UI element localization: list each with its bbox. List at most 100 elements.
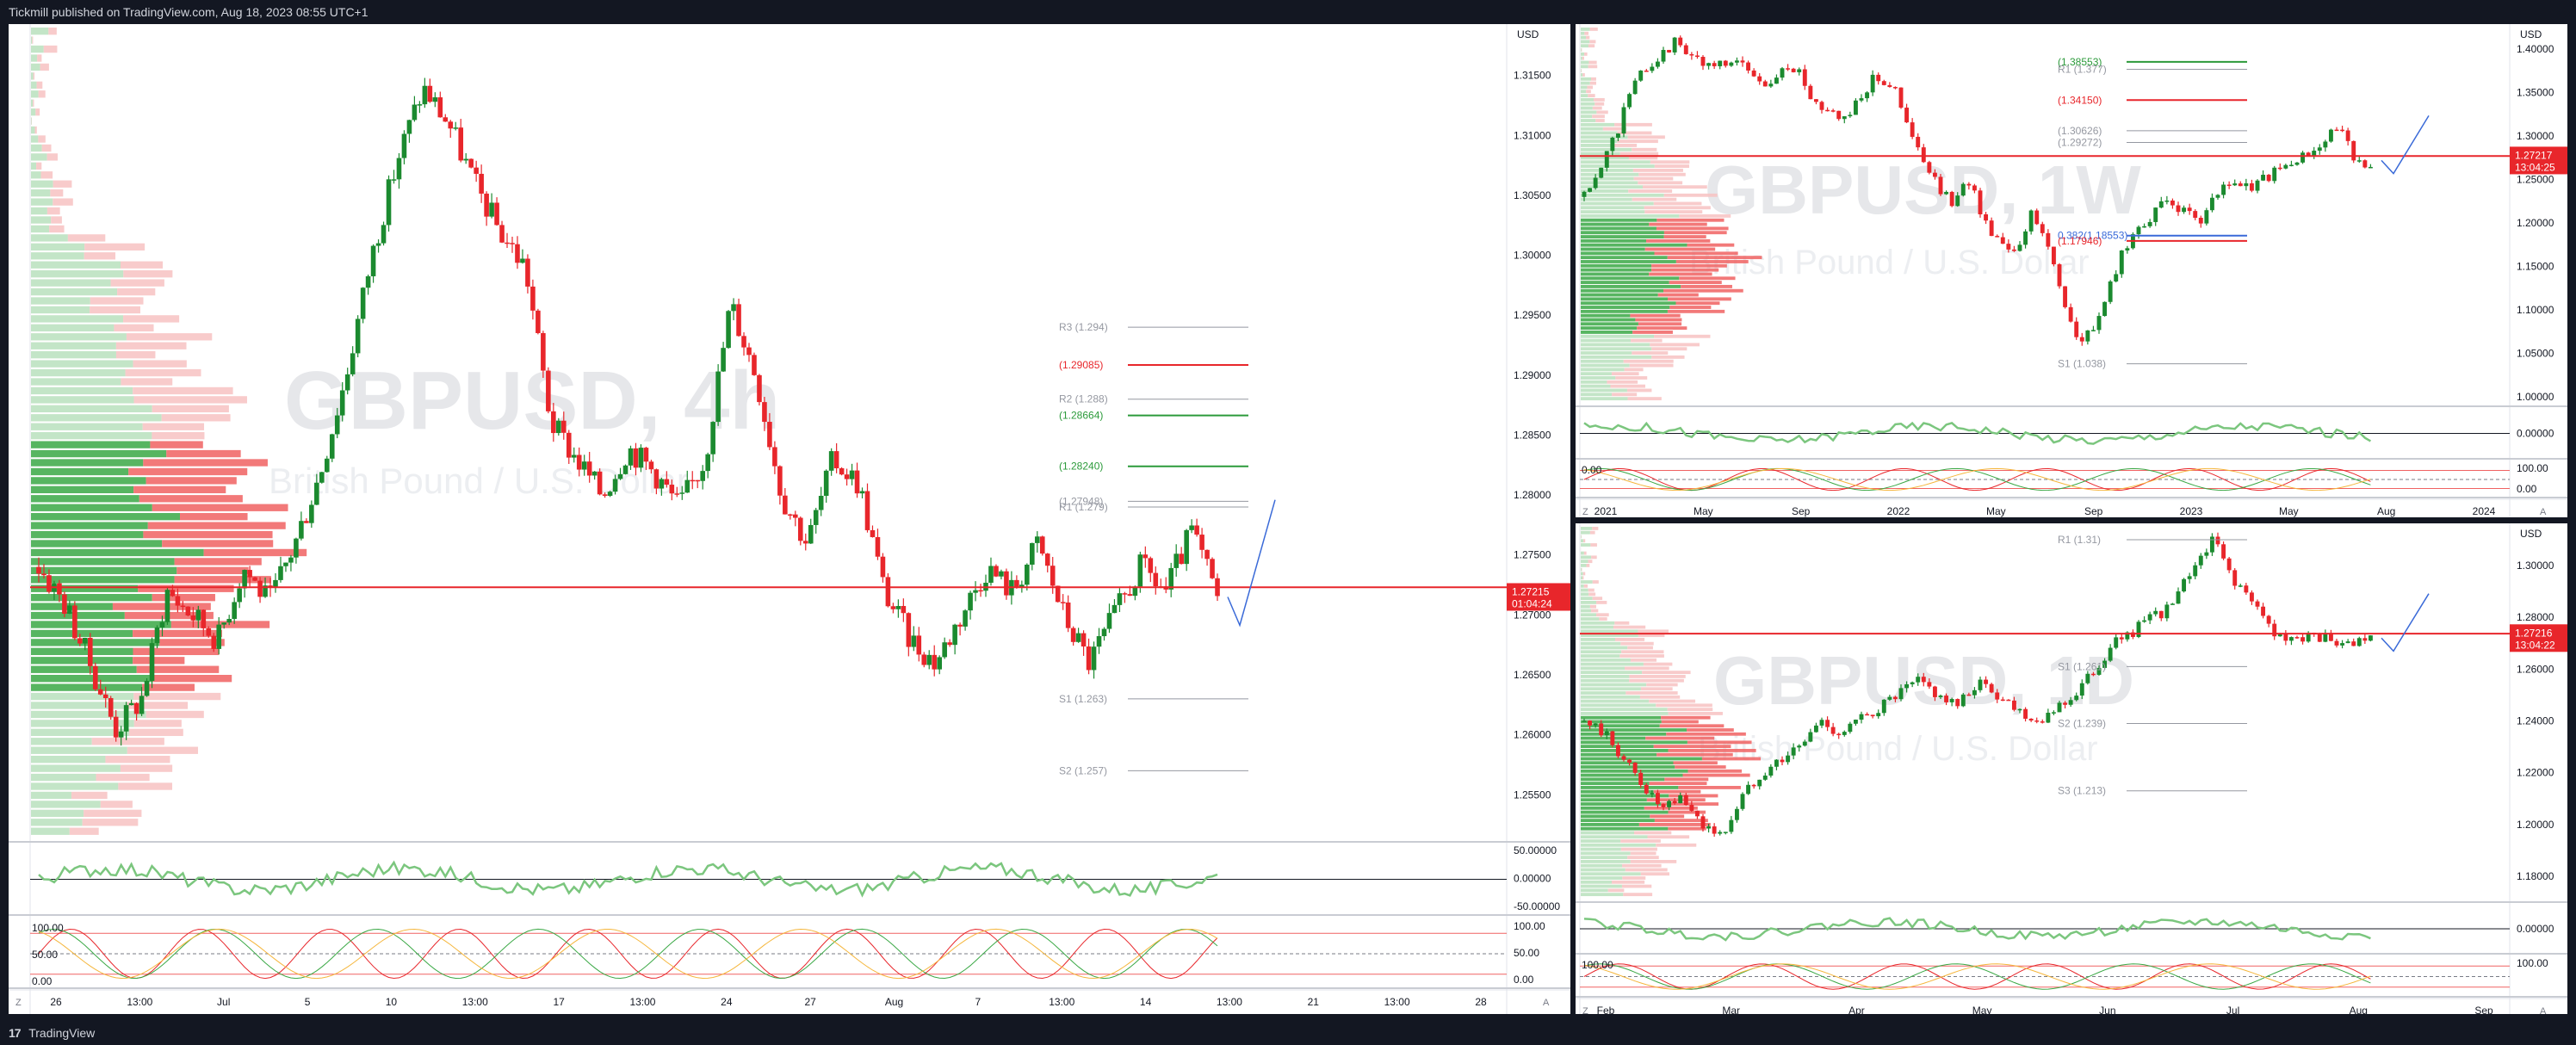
candle-body — [1661, 804, 1666, 807]
volume-profile-bar-down — [1651, 268, 1719, 272]
candle-body — [422, 85, 428, 105]
volume-profile-bar-up — [31, 764, 121, 772]
volume-profile-bar-up — [1581, 206, 1644, 210]
price-axis-label: 1.28000 — [2517, 611, 2554, 623]
volume-profile-bar-up — [31, 809, 84, 818]
candle-body — [968, 592, 973, 611]
candle-body — [1194, 525, 1199, 535]
symbol-watermark: GBPUSD, 4h — [284, 355, 780, 447]
candle-body — [2255, 180, 2260, 191]
volume-profile-bar-up — [31, 360, 133, 368]
price-axis-label: 1.00000 — [2517, 391, 2554, 403]
volume-profile-bar-down — [1594, 97, 1605, 102]
candle-body — [2096, 667, 2102, 675]
volume-profile-bar-up — [31, 827, 70, 835]
candle-body — [525, 258, 530, 287]
rsi-axis-label: 50.00000 — [1514, 844, 1557, 856]
volume-profile-bar-down — [1651, 263, 1727, 268]
candle-body — [1865, 92, 1870, 99]
time-axis-label: 27 — [804, 996, 816, 1008]
volume-profile-bar-down — [1650, 160, 1690, 164]
candle-body — [1898, 688, 1904, 700]
volume-profile-bar-down — [1587, 85, 1593, 90]
candle-body — [2063, 702, 2068, 705]
volume-profile-bar-down — [176, 566, 249, 575]
currency-label: USD — [2520, 528, 2542, 540]
volume-profile-bar-down — [1638, 322, 1682, 326]
candle-body — [752, 355, 757, 375]
candle-body — [1797, 69, 1802, 72]
candle-body — [2017, 708, 2022, 711]
volume-profile-bar-up — [1581, 819, 1655, 823]
volume-profile-bar-up — [1581, 288, 1664, 293]
candle-body — [1593, 177, 1598, 189]
candle-body — [1836, 733, 1842, 736]
candle-body — [602, 494, 608, 497]
volume-profile-bar-down — [1596, 110, 1608, 114]
candle-body — [1678, 795, 1683, 804]
candle-body — [2340, 129, 2345, 132]
time-axis-label: 2021 — [1595, 505, 1618, 517]
rsi-axis-label: 0.00000 — [2517, 428, 2554, 440]
candle-body — [515, 244, 520, 263]
candle-body — [2249, 592, 2254, 602]
volume-profile-bar-up — [1581, 535, 1582, 539]
volume-profile-bar-down — [121, 378, 173, 386]
volume-profile-bar-up — [1581, 131, 1618, 135]
volume-profile-bar-up — [1581, 85, 1588, 90]
candle-body — [2328, 633, 2333, 641]
chart-4h-svg[interactable]: GBPUSD, 4h British Pound / U.S. Dollar R3 … — [9, 24, 1570, 1014]
candle-body — [849, 470, 855, 479]
candle-body — [1723, 60, 1728, 66]
price-axis-label: 1.28500 — [1514, 429, 1551, 441]
volume-profile-bar-up — [31, 117, 32, 125]
candle-body — [999, 571, 1004, 577]
candle-body — [1892, 696, 1898, 700]
volume-profile-bar-down — [1661, 802, 1719, 806]
volume-profile-bar-down — [1638, 823, 1711, 826]
candle-body — [1044, 553, 1050, 566]
volume-profile-bar-up — [1581, 119, 1596, 122]
volume-profile-bar-up — [31, 36, 33, 44]
volume-profile-bar-up — [31, 99, 34, 107]
candle-body — [1689, 805, 1694, 811]
volume-profile-bar-down — [161, 414, 231, 422]
projection-arrow — [2381, 114, 2430, 175]
currency-label: USD — [2520, 28, 2542, 40]
candle-body — [375, 243, 381, 246]
candle-body — [994, 566, 999, 577]
candle-body — [1137, 554, 1143, 587]
volume-profile-bar-down — [1621, 650, 1664, 654]
volume-profile-bar-down — [174, 558, 262, 566]
tradingview-logo-label[interactable]: TradingView — [28, 1026, 96, 1040]
volume-profile-bar-down — [46, 153, 58, 161]
candle-body — [232, 602, 237, 620]
candle-body — [2125, 632, 2130, 640]
candle-body — [839, 468, 845, 475]
candle-body — [859, 491, 865, 494]
volume-profile-bar-up — [1581, 235, 1664, 238]
chart-panel-1w[interactable]: GBPUSD, 1W British Pound / U.S. Dollar (1.… — [1576, 24, 2567, 517]
candle-body — [211, 635, 217, 649]
candle-body — [2226, 184, 2232, 186]
candle-body — [1966, 694, 1972, 696]
volume-profile-bar-up — [1581, 222, 1650, 226]
candle-body — [2176, 205, 2181, 213]
candle-body — [294, 538, 299, 558]
tradingview-logo-icon: 17 — [9, 1026, 22, 1040]
candle-body — [1955, 699, 1960, 707]
volume-profile-bar-up — [1581, 826, 1669, 831]
candle-body — [1127, 594, 1133, 597]
volume-profile-bar-down — [1596, 601, 1607, 604]
volume-profile-bar-up — [1581, 256, 1668, 260]
chart-panel-4h[interactable]: GBPUSD, 4h British Pound / U.S. Dollar R3 … — [9, 24, 1570, 1014]
candle-body — [57, 583, 62, 595]
rsi-axis-label: 0.00000 — [1514, 873, 1551, 885]
left-stoch-label: 0.00 — [32, 975, 53, 987]
volume-profile-bar-down — [1582, 56, 1584, 60]
chart-panel-1d[interactable]: GBPUSD, 1D British Pound / U.S. Dollar R1 … — [1576, 523, 2567, 1014]
time-axis-label: Jul — [217, 996, 230, 1008]
current-price-tag — [2510, 624, 2567, 652]
